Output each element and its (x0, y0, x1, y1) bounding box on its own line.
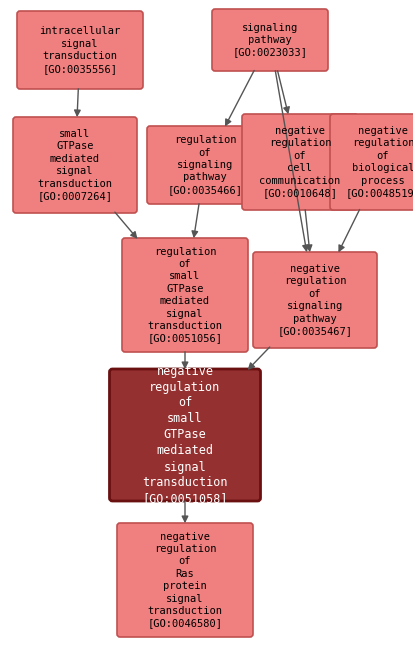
Text: negative
regulation
of
small
GTPase
mediated
signal
transduction
[GO:0051058]: negative regulation of small GTPase medi… (142, 365, 227, 506)
Text: intracellular
signal
transduction
[GO:0035556]: intracellular signal transduction [GO:00… (39, 26, 120, 73)
FancyBboxPatch shape (117, 523, 252, 637)
FancyBboxPatch shape (211, 9, 327, 71)
FancyBboxPatch shape (17, 11, 142, 89)
FancyBboxPatch shape (147, 126, 262, 204)
FancyBboxPatch shape (122, 238, 247, 352)
FancyBboxPatch shape (13, 117, 137, 213)
Text: regulation
of
signaling
pathway
[GO:0035466]: regulation of signaling pathway [GO:0035… (167, 135, 242, 195)
Text: signaling
pathway
[GO:0023033]: signaling pathway [GO:0023033] (232, 22, 307, 57)
Text: small
GTPase
mediated
signal
transduction
[GO:0007264]: small GTPase mediated signal transductio… (38, 129, 112, 201)
FancyBboxPatch shape (109, 369, 260, 501)
Text: negative
regulation
of
biological
process
[GO:0048519]: negative regulation of biological proces… (345, 126, 413, 198)
Text: negative
regulation
of
cell
communication
[GO:0010648]: negative regulation of cell communicatio… (259, 126, 340, 198)
Text: negative
regulation
of
Ras
protein
signal
transduction
[GO:0046580]: negative regulation of Ras protein signa… (147, 531, 222, 628)
FancyBboxPatch shape (242, 114, 357, 210)
Text: regulation
of
small
GTPase
mediated
signal
transduction
[GO:0051056]: regulation of small GTPase mediated sign… (147, 247, 222, 343)
FancyBboxPatch shape (329, 114, 413, 210)
FancyBboxPatch shape (252, 252, 376, 348)
Text: negative
regulation
of
signaling
pathway
[GO:0035467]: negative regulation of signaling pathway… (277, 264, 351, 336)
